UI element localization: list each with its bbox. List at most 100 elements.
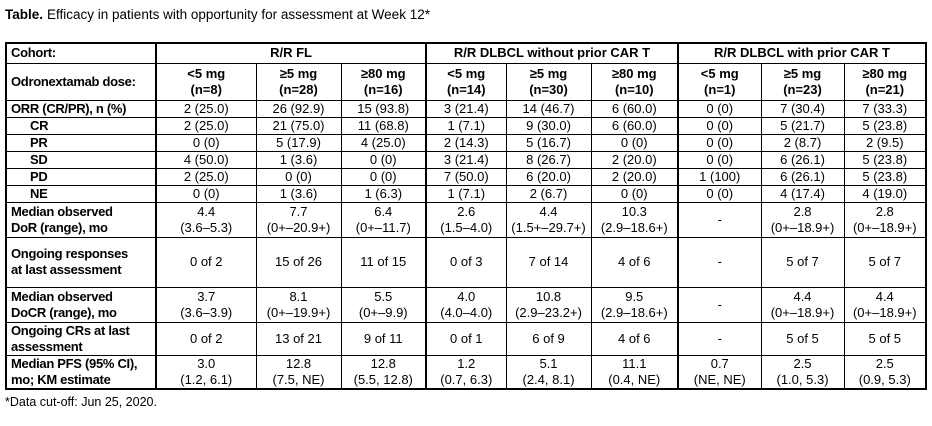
- data-cell: 0 (0): [677, 116, 762, 135]
- data-cell: -: [677, 201, 762, 238]
- data-cell: 2 (14.3): [425, 133, 507, 152]
- data-cell: 4.4 (0+–18.9+): [760, 286, 845, 323]
- row-label: PR: [5, 133, 157, 152]
- data-cell: 11 (68.8): [340, 116, 427, 135]
- cohort-label: Cohort:: [5, 42, 157, 64]
- dose-column-header: ≥80 mg (n=21): [843, 62, 927, 101]
- dose-label: Odronextamab dose:: [5, 62, 157, 101]
- data-cell: 4 of 6: [590, 236, 679, 288]
- data-cell: 2.6 (1.5–4.0): [425, 201, 507, 238]
- data-cell: 5 of 7: [760, 236, 845, 288]
- data-cell: 0 (0): [590, 184, 679, 203]
- data-cell: -: [677, 286, 762, 323]
- data-cell: 0 of 1: [425, 321, 507, 356]
- data-cell: 2 (20.0): [590, 167, 679, 186]
- data-cell: 5 (17.9): [255, 133, 342, 152]
- data-cell: 5 of 5: [843, 321, 927, 356]
- data-cell: 1.2 (0.7, 6.3): [425, 354, 507, 390]
- row-label: ORR (CR/PR), n (%): [5, 99, 157, 118]
- data-cell: 5 (23.8): [843, 167, 927, 186]
- row-label: Ongoing CRs at last assessment: [5, 321, 157, 356]
- data-cell: 5 of 7: [843, 236, 927, 288]
- data-cell: 0 (0): [340, 150, 427, 169]
- data-cell: 0 (0): [677, 99, 762, 118]
- table-row: Ongoing CRs at last assessment 0 of 2 13 o…: [5, 321, 927, 356]
- data-cell: 4 (17.4): [760, 184, 845, 203]
- data-cell: 10.8 (2.9–23.2+): [505, 286, 592, 323]
- data-cell: 1 (3.6): [255, 184, 342, 203]
- data-cell: 4 of 6: [590, 321, 679, 356]
- data-cell: 2 (25.0): [155, 167, 257, 186]
- data-cell: 4.4 (0+–18.9+): [843, 286, 927, 323]
- data-cell: 6 (26.1): [760, 150, 845, 169]
- data-cell: 0 (0): [677, 184, 762, 203]
- data-cell: 7 (30.4): [760, 99, 845, 118]
- data-cell: 3 (21.4): [425, 150, 507, 169]
- data-cell: 0 (0): [590, 133, 679, 152]
- data-cell: 0 (0): [255, 167, 342, 186]
- data-cell: 11.1 (0.4, NE): [590, 354, 679, 390]
- data-cell: 26 (92.9): [255, 99, 342, 118]
- row-label: CR: [5, 116, 157, 135]
- data-cell: 5.1 (2.4, 8.1): [505, 354, 592, 390]
- data-cell: 0 of 2: [155, 321, 257, 356]
- data-cell: 0 (0): [155, 133, 257, 152]
- data-cell: 11 of 15: [340, 236, 427, 288]
- table-row: Median observed DoR (range), mo 4.4 (3.6–…: [5, 201, 927, 238]
- row-label: NE: [5, 184, 157, 203]
- data-cell: 12.8 (7.5, NE): [255, 354, 342, 390]
- data-cell: 6 (60.0): [590, 116, 679, 135]
- data-cell: 9.5 (2.9–18.6+): [590, 286, 679, 323]
- data-cell: 4 (19.0): [843, 184, 927, 203]
- data-cell: 4.0 (4.0–4.0): [425, 286, 507, 323]
- data-cell: 2 (20.0): [590, 150, 679, 169]
- dose-column-header: ≥80 mg (n=16): [340, 62, 427, 101]
- data-cell: 0 of 3: [425, 236, 507, 288]
- data-cell: 2.8 (0+–18.9+): [760, 201, 845, 238]
- data-cell: 2 (25.0): [155, 99, 257, 118]
- data-cell: 0 (0): [677, 150, 762, 169]
- data-cell: 7 (33.3): [843, 99, 927, 118]
- data-cell: 4.4 (1.5+–29.7+): [505, 201, 592, 238]
- table-row: Median PFS (95% CI), mo; KM estimate 3.0 …: [5, 354, 927, 390]
- data-cell: 15 of 26: [255, 236, 342, 288]
- data-cell: 3 (21.4): [425, 99, 507, 118]
- data-cell: 5 (21.7): [760, 116, 845, 135]
- data-cell: 4.4 (3.6–5.3): [155, 201, 257, 238]
- table-row: Median observed DoCR (range), mo 3.7 (3.6…: [5, 286, 927, 323]
- data-cell: 1 (100): [677, 167, 762, 186]
- data-cell: 0.7 (NE, NE): [677, 354, 762, 390]
- data-cell: 2 (25.0): [155, 116, 257, 135]
- data-cell: 7 of 14: [505, 236, 592, 288]
- data-cell: 8.1 (0+–19.9+): [255, 286, 342, 323]
- row-label: SD: [5, 150, 157, 169]
- dose-column-header: ≥5 mg (n=23): [760, 62, 845, 101]
- cohort-group-header: R/R DLBCL with prior CAR T: [677, 42, 927, 64]
- data-cell: 6 (20.0): [505, 167, 592, 186]
- data-cell: 2 (6.7): [505, 184, 592, 203]
- data-cell: 9 of 11: [340, 321, 427, 356]
- data-cell: 7.7 (0+–20.9+): [255, 201, 342, 238]
- data-cell: 8 (26.7): [505, 150, 592, 169]
- dose-column-header: ≥80 mg (n=10): [590, 62, 679, 101]
- data-cell: 2 (9.5): [843, 133, 927, 152]
- dose-column-header: <5 mg (n=1): [677, 62, 762, 101]
- table-row: CR 2 (25.0) 21 (75.0) 11 (68.8) 1 (7.1) 9 (30…: [5, 116, 927, 135]
- data-cell: 6.4 (0+–11.7): [340, 201, 427, 238]
- table-row: Ongoing responses at last assessment 0 of…: [5, 236, 927, 288]
- data-cell: 0 (0): [340, 167, 427, 186]
- table-row: SD 4 (50.0) 1 (3.6) 0 (0) 3 (21.4) 8 (26.7) 2 …: [5, 150, 927, 169]
- data-cell: 21 (75.0): [255, 116, 342, 135]
- data-cell: 5.5 (0+–9.9): [340, 286, 427, 323]
- data-cell: 13 of 21: [255, 321, 342, 356]
- data-cell: 1 (7.1): [425, 116, 507, 135]
- data-cell: 6 (60.0): [590, 99, 679, 118]
- data-cell: 6 (26.1): [760, 167, 845, 186]
- table-title: Table. Efficacy in patients with opportun…: [5, 7, 926, 22]
- dose-column-header: ≥5 mg (n=28): [255, 62, 342, 101]
- row-label: Median observed DoR (range), mo: [5, 201, 157, 238]
- data-cell: 4 (50.0): [155, 150, 257, 169]
- dose-column-header: <5 mg (n=8): [155, 62, 257, 101]
- data-cell: 9 (30.0): [505, 116, 592, 135]
- data-cell: 2.5 (1.0, 5.3): [760, 354, 845, 390]
